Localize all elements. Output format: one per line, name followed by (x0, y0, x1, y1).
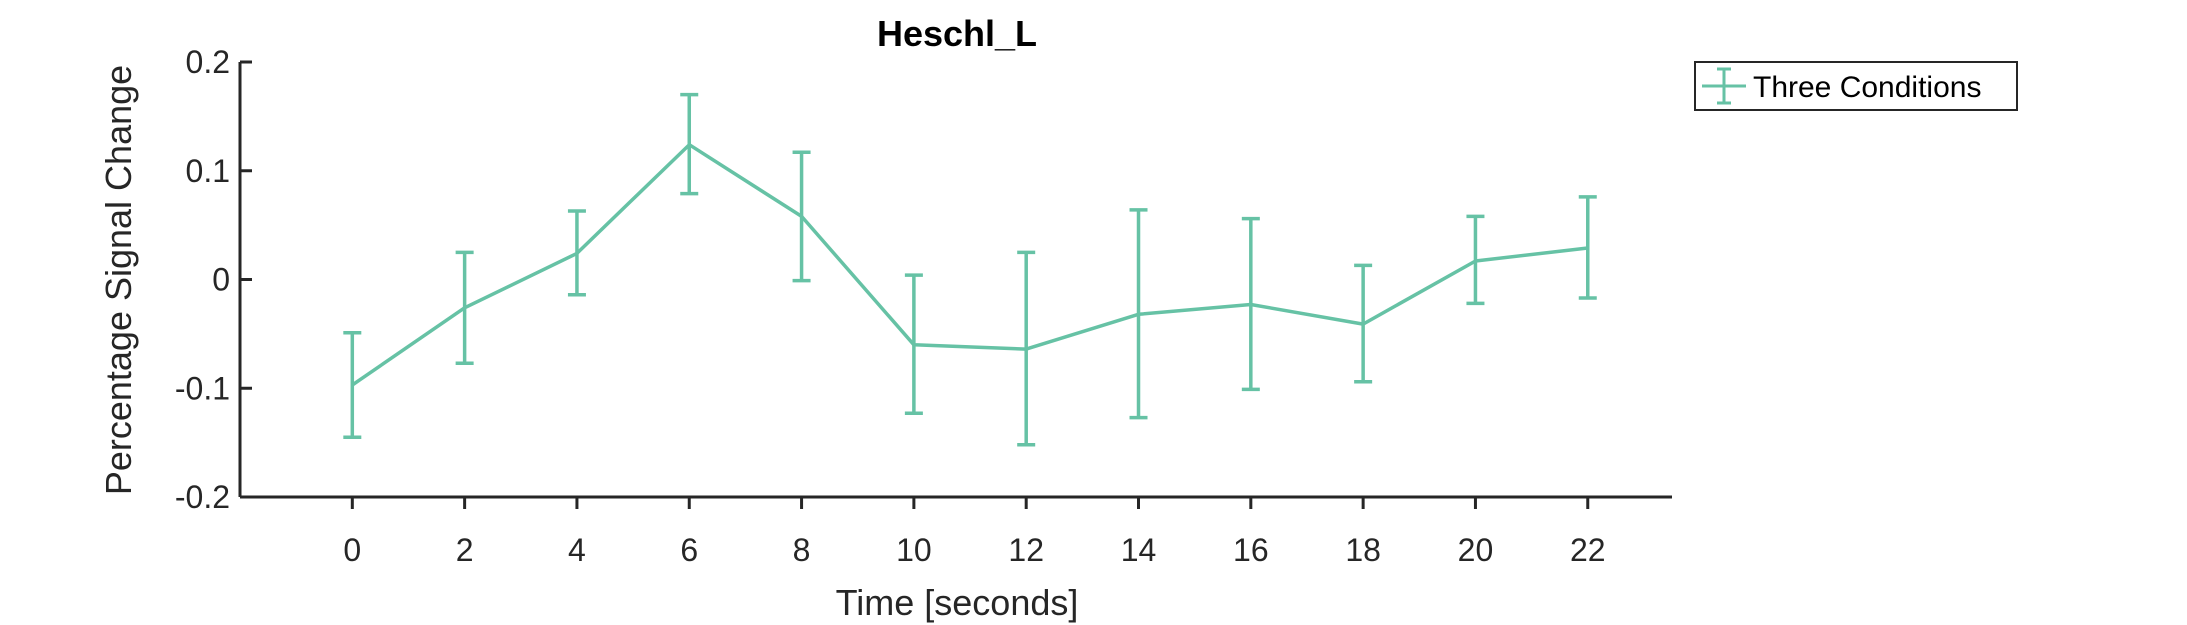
chart-title: Heschl_L (877, 13, 1037, 54)
x-tick-label: 4 (568, 532, 586, 568)
y-tick-label: 0.2 (186, 44, 230, 80)
error-bar (1354, 263, 1373, 384)
x-tick-label: 10 (896, 532, 932, 568)
y-tick-label: 0.1 (186, 153, 230, 189)
error-bar (343, 331, 362, 439)
error-bar (1017, 250, 1036, 447)
error-bar (567, 209, 586, 297)
legend-box (1694, 61, 2018, 111)
x-tick-label: 14 (1121, 532, 1157, 568)
x-tick-label: 20 (1458, 532, 1494, 568)
y-ticks: -0.2 -0.1 0 0.1 0.2 (175, 44, 252, 515)
y-tick-label: -0.1 (175, 370, 230, 406)
x-tick-label: 0 (343, 532, 361, 568)
error-bar (1466, 214, 1485, 306)
x-ticks: 0 2 4 6 8 10 12 14 16 18 20 22 (343, 497, 1606, 568)
error-bar (1578, 195, 1597, 300)
x-axis-title: Time [seconds] (836, 582, 1079, 623)
error-bar (455, 250, 474, 365)
x-tick-label: 18 (1345, 532, 1381, 568)
y-axis-title: Percentage Signal Change (98, 65, 139, 495)
x-tick-label: 22 (1570, 532, 1606, 568)
error-bar (1129, 208, 1148, 420)
legend-label: Three Conditions (1753, 71, 1981, 104)
y-tick-label: -0.2 (175, 479, 230, 515)
error-bar (680, 92, 699, 196)
x-tick-label: 12 (1008, 532, 1044, 568)
error-bar (1241, 216, 1260, 392)
error-bar (904, 273, 923, 416)
legend: Three Conditions (1694, 61, 2018, 111)
x-tick-label: 8 (793, 532, 811, 568)
series-line (351, 142, 1589, 387)
y-tick-label: 0 (212, 262, 230, 298)
x-tick-label: 2 (456, 532, 474, 568)
x-tick-label: 16 (1233, 532, 1269, 568)
axes (238, 62, 1672, 499)
x-tick-label: 6 (680, 532, 698, 568)
error-bar (792, 150, 811, 283)
series-layer (343, 92, 1597, 447)
